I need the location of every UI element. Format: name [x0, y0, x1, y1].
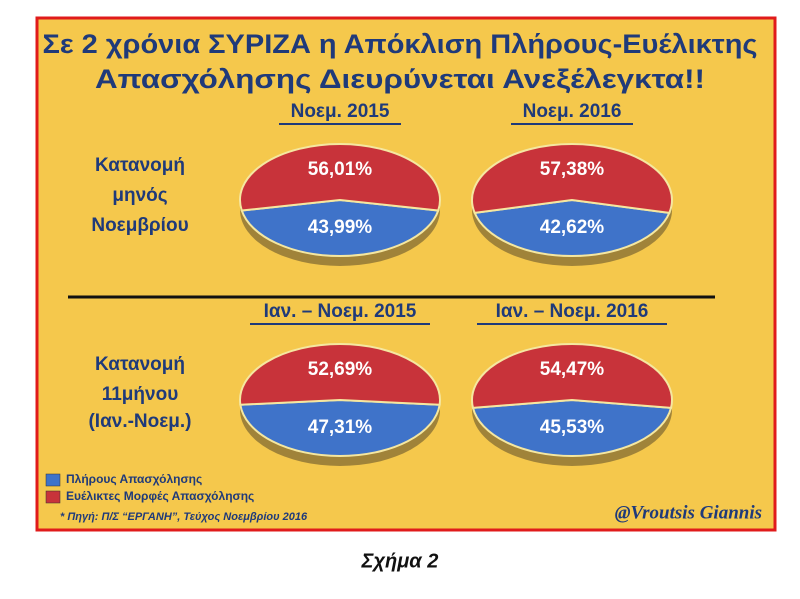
value-label: 52,69%	[308, 359, 373, 380]
value-label: 57,38%	[540, 159, 605, 180]
caption: Σχήμα 2	[361, 550, 439, 572]
value-label: 54,47%	[540, 359, 605, 380]
pie-slice	[471, 398, 673, 457]
title-line: Σε 2 χρόνια ΣΥΡΙΖΑ η Απόκλιση Πλήρους-Ευ…	[43, 29, 758, 59]
pie-slice	[240, 198, 440, 258]
panel	[35, 16, 777, 532]
row-label: Κατανομή	[95, 155, 185, 176]
pie-slice	[473, 198, 671, 257]
value-label: 47,31%	[308, 417, 373, 438]
row-label: Κατανομή	[95, 354, 185, 375]
legend-swatch	[45, 490, 61, 504]
value-label: 56,01%	[308, 159, 373, 180]
value-label: 42,62%	[540, 217, 605, 238]
source: * Πηγή: Π/Σ “ΕΡΓΑΝΗ”, Τεύχος Νοεμβρίου 2…	[60, 511, 308, 523]
title-line: Απασχόλησης Διευρύνεται Ανεξέλεγκτα!!	[95, 64, 705, 94]
pie-slice	[239, 398, 441, 457]
pie-slice	[471, 142, 673, 214]
pie-slice	[239, 342, 441, 406]
legend-swatch	[45, 473, 61, 487]
pie-title: Νοεμ. 2015	[291, 101, 390, 122]
legend-label: Ευέλικτες Μορφές Απασχόλησης	[66, 489, 254, 503]
row-label: Νοεμβρίου	[91, 215, 188, 236]
row-label: (Ιαν.-Νοεμ.)	[88, 411, 191, 432]
watermark: @Vroutsis Giannis	[615, 502, 762, 523]
pie-slice	[471, 343, 673, 409]
pie-slice	[239, 143, 441, 212]
pie-title: Νοεμ. 2016	[523, 101, 622, 122]
value-label: 43,99%	[308, 217, 373, 238]
row-label: μηνός	[112, 185, 167, 206]
row-label: 11μήνου	[102, 384, 179, 405]
pie-title: Ιαν. – Νοεμ. 2016	[496, 301, 649, 322]
value-label: 45,53%	[540, 417, 605, 438]
legend-label: Πλήρους Απασχόλησης	[66, 472, 202, 486]
pie-title: Ιαν. – Νοεμ. 2015	[264, 301, 417, 322]
